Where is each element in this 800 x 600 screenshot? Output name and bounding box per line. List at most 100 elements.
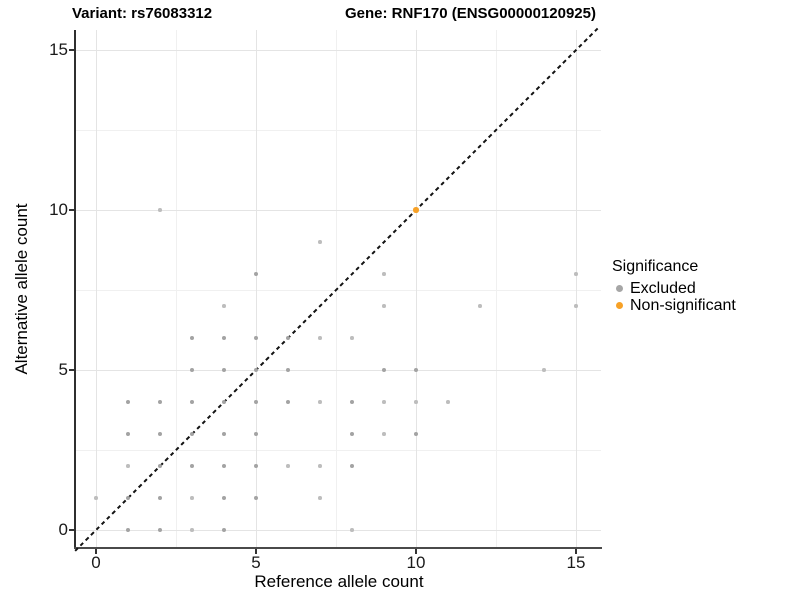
y-tick-label: 15 bbox=[49, 40, 68, 59]
major-gridline-vertical bbox=[256, 30, 257, 548]
data-point bbox=[318, 400, 322, 404]
data-point bbox=[253, 431, 259, 437]
data-point bbox=[125, 399, 131, 405]
data-point bbox=[318, 464, 322, 468]
data-point bbox=[350, 528, 354, 532]
x-axis-title: Reference allele count bbox=[254, 572, 424, 591]
major-gridline-horizontal bbox=[75, 530, 601, 531]
data-point bbox=[349, 431, 355, 437]
major-gridline-vertical bbox=[416, 30, 417, 548]
minor-gridline-horizontal bbox=[75, 290, 601, 291]
x-tick-label: 0 bbox=[91, 553, 101, 572]
data-point bbox=[126, 464, 130, 468]
data-point bbox=[253, 271, 259, 277]
x-axis-tick bbox=[575, 548, 577, 554]
data-point bbox=[125, 431, 131, 437]
data-point bbox=[125, 495, 131, 501]
minor-gridline-horizontal bbox=[75, 450, 601, 451]
variant-title: Variant: rs76083312 bbox=[72, 5, 213, 22]
data-point bbox=[478, 304, 482, 308]
x-axis-tick bbox=[255, 548, 257, 554]
data-point bbox=[221, 495, 227, 501]
data-point bbox=[94, 496, 98, 500]
major-gridline-horizontal bbox=[75, 210, 601, 211]
data-point bbox=[318, 240, 322, 244]
data-point bbox=[221, 399, 227, 405]
data-point bbox=[157, 527, 163, 533]
y-tick-label: 5 bbox=[58, 360, 68, 379]
gene-title: Gene: RNF170 (ENSG00000120925) bbox=[345, 5, 596, 22]
data-point bbox=[414, 400, 418, 404]
major-gridline-horizontal bbox=[75, 370, 601, 371]
y-axis-tick bbox=[69, 209, 74, 211]
data-point bbox=[382, 400, 386, 404]
legend-item: Excluded bbox=[612, 280, 798, 297]
minor-gridline-horizontal bbox=[75, 130, 601, 131]
x-tick-label: 5 bbox=[251, 553, 261, 572]
data-point bbox=[189, 431, 195, 437]
legend-item: Non-significant bbox=[612, 297, 798, 314]
x-tick-label: 15 bbox=[566, 553, 586, 572]
data-point bbox=[286, 464, 290, 468]
data-point bbox=[285, 367, 291, 373]
data-point bbox=[413, 367, 419, 373]
data-point bbox=[189, 367, 195, 373]
x-axis-tick bbox=[415, 548, 417, 554]
data-point bbox=[190, 528, 194, 532]
data-point bbox=[189, 335, 195, 341]
data-point bbox=[413, 431, 419, 437]
legend-title: Significance bbox=[612, 258, 699, 275]
data-point bbox=[221, 335, 227, 341]
x-axis-line bbox=[74, 546, 602, 549]
data-point bbox=[413, 207, 419, 213]
data-point bbox=[542, 368, 546, 372]
y-axis-tick bbox=[69, 369, 74, 371]
data-point bbox=[350, 336, 354, 340]
data-point bbox=[253, 399, 259, 405]
major-gridline-horizontal bbox=[75, 50, 601, 51]
y-tick-label: 10 bbox=[49, 200, 68, 219]
data-point bbox=[190, 496, 194, 500]
data-point bbox=[222, 304, 226, 308]
x-axis-tick bbox=[95, 548, 97, 554]
data-point bbox=[349, 463, 355, 469]
y-axis-tick bbox=[69, 49, 74, 51]
data-point bbox=[157, 431, 163, 437]
data-point bbox=[253, 335, 259, 341]
data-point bbox=[446, 400, 450, 404]
legend-dot-icon bbox=[616, 285, 623, 292]
data-point bbox=[253, 367, 259, 373]
data-point bbox=[253, 495, 259, 501]
data-point bbox=[157, 463, 163, 469]
y-tick-label: 0 bbox=[58, 520, 68, 539]
data-point bbox=[253, 463, 259, 469]
minor-gridline-vertical bbox=[496, 30, 497, 548]
y-axis-line bbox=[74, 30, 76, 548]
data-point bbox=[382, 432, 386, 436]
data-point bbox=[221, 431, 227, 437]
data-point bbox=[318, 336, 322, 340]
data-point bbox=[382, 304, 386, 308]
legend-items: Excluded Non-significant bbox=[612, 280, 798, 314]
legend-item-label: Non-significant bbox=[630, 296, 736, 314]
data-point bbox=[157, 495, 163, 501]
data-point bbox=[574, 304, 578, 308]
major-gridline-vertical bbox=[576, 30, 577, 548]
data-point bbox=[125, 527, 131, 533]
y-axis-title: Alternative allele count bbox=[12, 203, 31, 375]
data-point bbox=[349, 399, 355, 405]
data-point bbox=[221, 527, 227, 533]
legend: Significance Excluded Non-significant bbox=[612, 258, 798, 314]
x-tick-label: 10 bbox=[406, 553, 426, 572]
legend-item-label: Excluded bbox=[630, 279, 696, 297]
data-point bbox=[285, 335, 291, 341]
minor-gridline-vertical bbox=[176, 30, 177, 548]
data-point bbox=[285, 399, 291, 405]
data-point bbox=[221, 367, 227, 373]
data-point bbox=[158, 208, 162, 212]
data-point bbox=[574, 272, 578, 276]
data-point bbox=[318, 496, 322, 500]
major-gridline-vertical bbox=[96, 30, 97, 548]
data-point bbox=[157, 399, 163, 405]
